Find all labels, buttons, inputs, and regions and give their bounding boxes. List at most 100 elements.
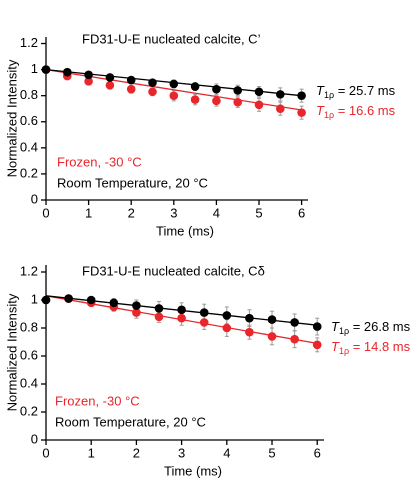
annotation-text: = 26.8 ms (349, 319, 411, 334)
y-tick-label: 0.2 (20, 403, 38, 418)
annotation-symbol: T (316, 103, 325, 118)
data-point (132, 308, 141, 317)
data-point (199, 318, 209, 327)
data-point (41, 65, 51, 74)
annotation: T1ρ = 14.8 ms (331, 339, 411, 356)
data-point (84, 77, 93, 86)
y-tick-label: 1.2 (20, 263, 38, 278)
data-point (297, 108, 306, 117)
data-point (233, 86, 243, 95)
data-point (169, 91, 179, 100)
y-tick-label: 0 (31, 431, 38, 446)
annotation-text: = 14.8 ms (349, 339, 411, 354)
x-tick-label: 0 (42, 205, 49, 220)
x-tick-label: 5 (268, 445, 275, 460)
annotation-subscript: 1ρ (339, 326, 349, 336)
x-tick-label: 1 (85, 205, 92, 220)
data-point (109, 298, 119, 308)
legend-entry: Frozen, -30 °C (57, 154, 142, 169)
x-tick-label: 6 (298, 205, 305, 220)
data-point (177, 305, 186, 315)
x-tick-label: 3 (170, 205, 177, 220)
y-axis-label: Normalized Intensity (4, 293, 19, 411)
data-point (212, 96, 221, 106)
data-point (267, 315, 277, 324)
data-point (86, 295, 96, 305)
chart-title: FD31-U-E nucleated calcite, Cδ (82, 263, 265, 278)
data-point (148, 78, 157, 87)
data-point (290, 318, 299, 327)
annotation-symbol: T (316, 83, 325, 98)
y-tick-label: 0.6 (20, 347, 38, 362)
annotation: T1ρ = 16.6 ms (316, 103, 396, 120)
data-point (63, 67, 72, 77)
data-point (290, 334, 299, 344)
x-axis-label: Time (ms) (164, 463, 222, 478)
data-point (126, 84, 136, 94)
annotation-symbol: T (331, 339, 340, 354)
annotation-text: = 25.7 ms (334, 83, 396, 98)
x-tick-label: 4 (213, 205, 220, 220)
data-point (297, 91, 306, 100)
data-point (84, 70, 93, 80)
x-tick-label: 3 (178, 445, 185, 460)
x-tick-label: 6 (314, 445, 321, 460)
annotation-symbol: T (331, 319, 340, 334)
data-point (64, 294, 73, 303)
x-tick-label: 5 (255, 205, 262, 220)
data-point (154, 304, 164, 313)
annotation-subscript: 1ρ (339, 346, 349, 356)
data-point (177, 313, 186, 323)
data-point (267, 332, 277, 341)
legend-entry: Room Temperature, 20 °C (57, 175, 208, 190)
y-tick-label: 0.4 (20, 375, 38, 390)
y-tick-label: 1 (31, 291, 38, 306)
x-tick-label: 1 (88, 445, 95, 460)
annotation-text: = 16.6 ms (334, 103, 396, 118)
annotation-subscript: 1ρ (324, 110, 334, 120)
data-point (233, 97, 243, 107)
data-point (169, 79, 179, 89)
fit-line (45, 68, 302, 111)
data-point (132, 301, 141, 310)
y-tick-label: 0.8 (20, 319, 38, 334)
legend-entry: Frozen, -30 °C (55, 393, 140, 408)
x-tick-label: 2 (133, 445, 140, 460)
y-tick-label: 0.8 (20, 87, 38, 102)
annotation-subscript: 1ρ (324, 90, 334, 100)
data-point (126, 75, 136, 85)
data-point (199, 308, 209, 317)
x-tick-label: 0 (42, 445, 49, 460)
data-point (254, 87, 264, 97)
data-point (190, 82, 200, 91)
data-point (148, 87, 157, 97)
data-point (222, 311, 232, 320)
data-point (245, 327, 254, 337)
annotation: T1ρ = 26.8 ms (331, 319, 411, 336)
y-tick-label: 0.6 (20, 113, 38, 128)
data-point (105, 80, 115, 90)
x-tick-label: 4 (223, 445, 230, 460)
data-point (245, 313, 254, 323)
chart-title: FD31-U-E nucleated calcite, C’ (82, 31, 261, 46)
data-point (312, 340, 322, 350)
y-tick-label: 0.4 (20, 139, 38, 154)
y-tick-label: 0.2 (20, 165, 38, 180)
data-point (254, 100, 264, 110)
y-tick-label: 1 (31, 61, 38, 76)
data-point (154, 312, 164, 322)
x-axis-label: Time (ms) (156, 223, 214, 238)
y-axis-label: Normalized Intensity (4, 59, 19, 177)
data-point (312, 322, 322, 331)
y-tick-label: 0 (31, 191, 38, 206)
data-point (105, 73, 115, 82)
data-point (276, 90, 285, 99)
data-point (276, 104, 285, 114)
annotation: T1ρ = 25.7 ms (316, 83, 396, 100)
data-point (190, 95, 200, 104)
legend-entry: Room Temperature, 20 °C (55, 414, 206, 429)
data-point (222, 323, 232, 333)
data-point (41, 295, 51, 305)
x-tick-label: 2 (128, 205, 135, 220)
y-tick-label: 1.2 (20, 35, 38, 50)
